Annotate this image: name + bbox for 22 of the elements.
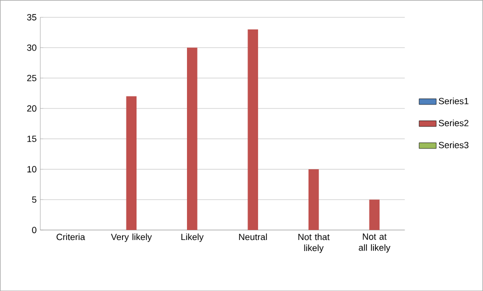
bar	[186, 48, 198, 230]
y-tick-label: 10	[27, 166, 36, 172]
legend-label: Series2	[438, 120, 468, 126]
legend-label: Series1	[438, 98, 468, 104]
bar	[248, 29, 258, 230]
y-tick-label: 0	[32, 226, 36, 234]
x-tick-label: Neutral	[239, 233, 267, 240]
y-tick-label: 15	[27, 136, 36, 142]
bar	[126, 96, 137, 230]
bar	[308, 169, 319, 230]
x-tick-label: Not that likely	[298, 233, 330, 253]
y-tick-label: 30	[27, 44, 36, 51]
y-tick-label: 25	[27, 74, 36, 82]
y-tick-label: 5	[32, 196, 36, 203]
x-tick-label: Criteria	[56, 233, 86, 240]
bar	[369, 200, 380, 230]
x-tick-label: Likely	[181, 233, 204, 242]
x-tick-label: Not at all likely	[358, 233, 390, 252]
y-tick-label: 35	[27, 14, 36, 20]
x-tick-label: Very likely	[110, 233, 152, 242]
legend-label: Series3	[438, 142, 468, 148]
y-tick-label: 20	[27, 105, 36, 112]
